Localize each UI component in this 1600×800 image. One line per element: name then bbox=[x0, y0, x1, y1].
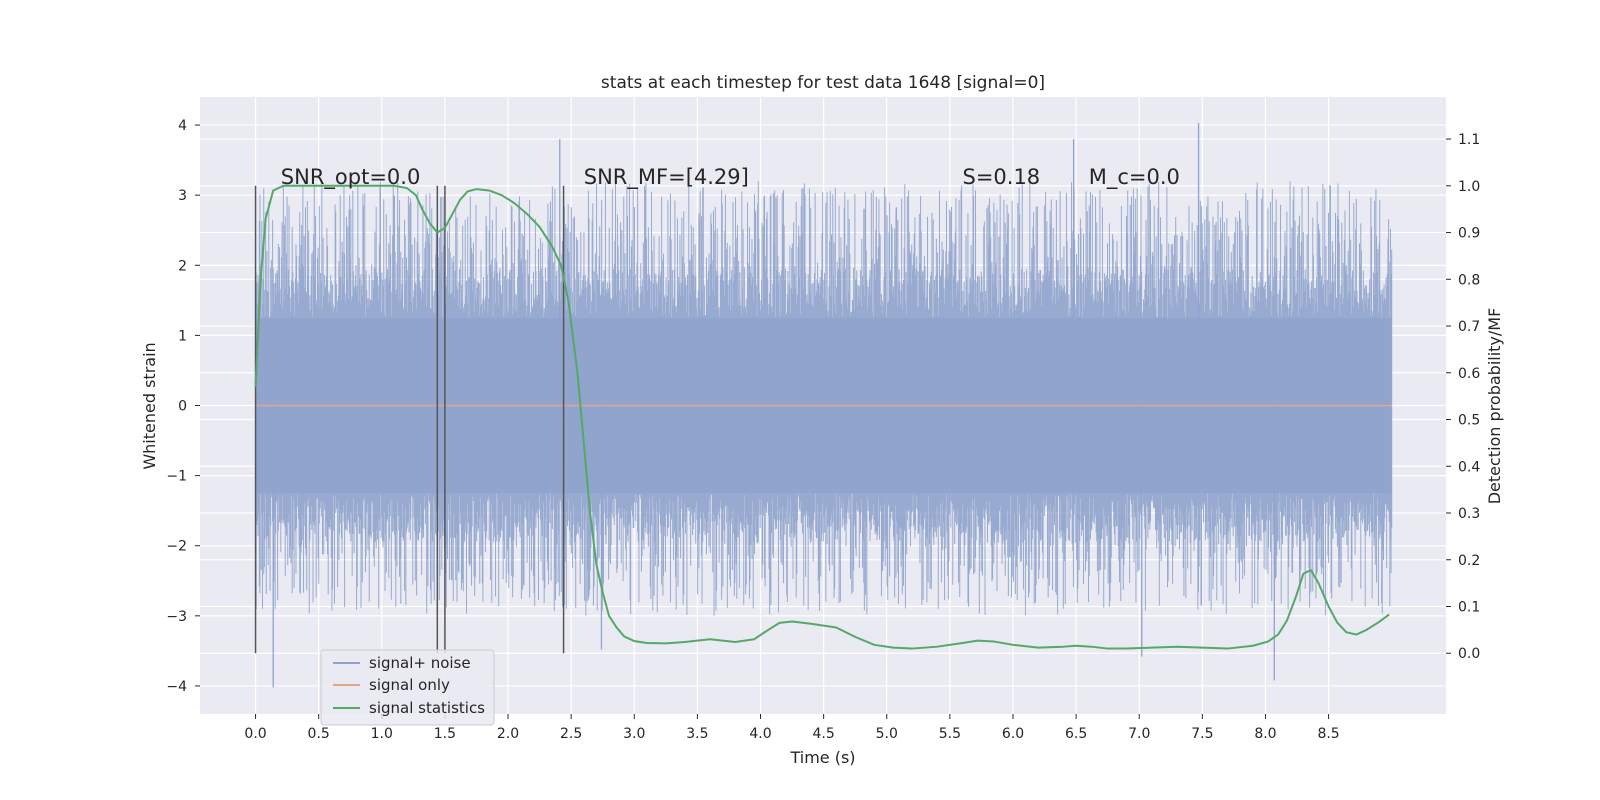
y2-tick-label: 0.4 bbox=[1458, 459, 1480, 475]
x-tick-label: 2.0 bbox=[497, 726, 519, 742]
x-tick-label: 4.0 bbox=[749, 726, 771, 742]
x-tick-label: 3.0 bbox=[623, 726, 645, 742]
x-tick-label: 2.5 bbox=[560, 726, 582, 742]
legend-label-signal-only: signal only bbox=[369, 676, 450, 694]
y2-tick-label: 0.3 bbox=[1458, 506, 1480, 522]
legend-box bbox=[320, 649, 495, 726]
x-tick-label: 8.0 bbox=[1254, 726, 1276, 742]
y2-axis-label: Detection probability/MF bbox=[1485, 308, 1504, 505]
y-tick-label: 3 bbox=[178, 188, 187, 204]
y-tick-label: 0 bbox=[178, 399, 187, 415]
vertical-markers bbox=[254, 185, 565, 654]
y-axis-ticks: 4 3 2 1 0 −1 −2 −3 −4 bbox=[166, 118, 200, 695]
y2-tick-label: 0.0 bbox=[1458, 646, 1480, 662]
y2-tick-label: 0.2 bbox=[1458, 553, 1480, 569]
y-tick-label: −4 bbox=[166, 679, 187, 695]
legend-label-signal-statistics: signal statistics bbox=[369, 699, 485, 717]
series-signal-statistics bbox=[254, 184, 1390, 650]
y2-tick-label: 1.1 bbox=[1458, 132, 1480, 148]
y2-tick-label: 0.6 bbox=[1458, 366, 1480, 382]
y2-tick-label: 1.0 bbox=[1458, 179, 1480, 195]
y2-axis-ticks: 1.1 1.0 0.9 0.8 0.7 0.6 0.5 0.4 0.3 0.2 0.1 0.0 bbox=[1446, 132, 1480, 662]
y2-tick-label: 0.7 bbox=[1458, 319, 1480, 335]
y-tick-label: 2 bbox=[178, 258, 187, 274]
y-axis-label: Whitened strain bbox=[140, 342, 159, 469]
y-tick-label: 4 bbox=[178, 118, 187, 134]
x-tick-label: 0.5 bbox=[308, 726, 330, 742]
y-tick-label: −2 bbox=[166, 539, 187, 555]
y-tick-label: 1 bbox=[178, 328, 187, 344]
x-tick-label: 5.0 bbox=[876, 726, 898, 742]
x-tick-label: 1.0 bbox=[371, 726, 393, 742]
y2-tick-label: 0.1 bbox=[1458, 599, 1480, 615]
signal-statistics-line bbox=[254, 184, 1390, 650]
x-axis-ticks: 0.0 0.5 1.0 1.5 2.0 2.5 3.0 3.5 4.0 4.5 5.0 5.5 6.0 6… bbox=[244, 714, 1340, 742]
annotation-text: SNR_opt=0.0 bbox=[281, 165, 421, 190]
annotations: SNR_opt=0.0 SNR_MF=[4.29] S=0.18 M_c=0.0 bbox=[281, 165, 1180, 190]
x-tick-label: 0.0 bbox=[244, 726, 266, 742]
annotation-text: S=0.18 bbox=[962, 165, 1040, 189]
annotation-text: SNR_MF=[4.29] bbox=[584, 165, 749, 190]
legend: signal+ noise signal only signal statist… bbox=[320, 649, 495, 726]
legend-label-signal-plus-noise: signal+ noise bbox=[369, 654, 471, 672]
x-tick-label: 6.5 bbox=[1065, 726, 1087, 742]
y2-tick-label: 0.9 bbox=[1458, 226, 1480, 242]
x-tick-label: 1.5 bbox=[434, 726, 456, 742]
y-tick-label: −3 bbox=[166, 609, 187, 625]
y-tick-label: −1 bbox=[166, 469, 187, 485]
y2-tick-label: 0.8 bbox=[1458, 272, 1480, 288]
x-tick-label: 7.0 bbox=[1128, 726, 1150, 742]
x-tick-label: 3.5 bbox=[686, 726, 708, 742]
x-tick-label: 8.5 bbox=[1317, 726, 1339, 742]
y2-tick-label: 0.5 bbox=[1458, 413, 1480, 429]
x-tick-label: 5.5 bbox=[939, 726, 961, 742]
x-tick-label: 7.5 bbox=[1191, 726, 1213, 742]
x-tick-label: 4.5 bbox=[812, 726, 834, 742]
x-tick-label: 6.0 bbox=[1002, 726, 1024, 742]
chart-title: stats at each timestep for test data 164… bbox=[601, 73, 1045, 93]
annotation-text: M_c=0.0 bbox=[1089, 165, 1180, 190]
x-axis-label: Time (s) bbox=[789, 748, 855, 767]
